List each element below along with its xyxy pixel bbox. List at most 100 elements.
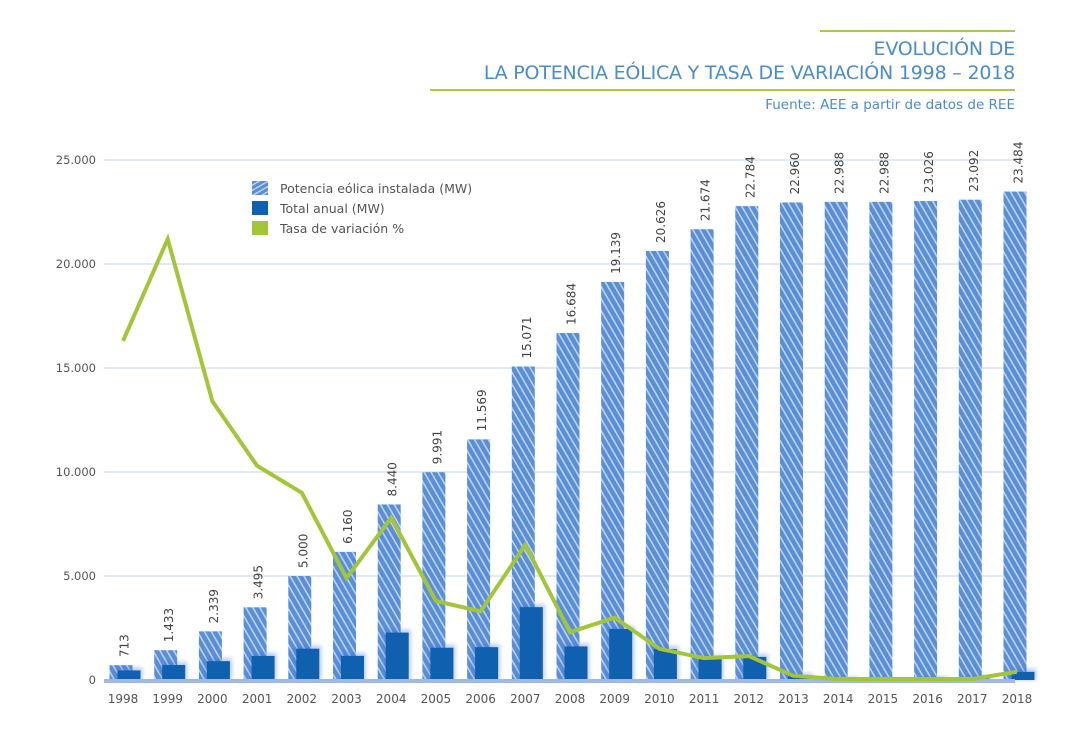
x-tick-label: 2000 bbox=[197, 692, 228, 706]
installed-bar bbox=[422, 472, 446, 680]
bar-value-label: 22.784 bbox=[743, 156, 757, 198]
chart-title-line2: LA POTENCIA EÓLICA Y TASA DE VARIACIÓN 1… bbox=[483, 62, 1015, 84]
x-tick-label: 2004 bbox=[376, 692, 407, 706]
x-tick-label: 2013 bbox=[778, 692, 809, 706]
chart-source: Fuente: AEE a partir de datos de REE bbox=[765, 97, 1015, 113]
legend-item-rate: Tasa de variación % bbox=[252, 218, 472, 238]
annual-bar bbox=[117, 670, 141, 680]
x-tick-label: 2007 bbox=[510, 692, 541, 706]
installed-bar bbox=[1003, 191, 1027, 680]
x-axis-baseline-bar bbox=[104, 679, 1015, 683]
x-tick-label: 2008 bbox=[555, 692, 586, 706]
y-axis-ticks: 0 5.000 10.000 15.000 20.000 25.000 bbox=[56, 153, 96, 687]
annual-bar bbox=[296, 648, 320, 680]
x-tick-label: 2005 bbox=[421, 692, 452, 706]
annual-bar bbox=[519, 607, 543, 680]
y-tick-label: 10.000 bbox=[56, 465, 96, 479]
installed-bar bbox=[780, 202, 803, 680]
x-tick-label: 2002 bbox=[287, 692, 318, 706]
installed-bar bbox=[511, 366, 535, 680]
installed-bar bbox=[869, 201, 893, 680]
bar-value-label: 23.092 bbox=[967, 150, 981, 192]
y-tick-label: 0 bbox=[89, 673, 96, 687]
value-labels: 713 1.433 2.339 3.495 5.000 6.160 8.440 9.991 11… bbox=[118, 142, 1026, 658]
x-tick-label: 2001 bbox=[242, 692, 273, 706]
legend-swatch-installed bbox=[252, 181, 268, 195]
x-tick-label: 2003 bbox=[331, 692, 362, 706]
bar-value-label: 3.495 bbox=[252, 565, 266, 599]
bar-value-label: 8.440 bbox=[386, 462, 400, 496]
bar-value-label: 713 bbox=[118, 634, 132, 657]
bar-value-label: 22.988 bbox=[877, 152, 891, 194]
bar-value-label: 9.991 bbox=[430, 430, 444, 464]
title-rule-top bbox=[820, 30, 1015, 32]
legend-label-rate: Tasa de variación % bbox=[280, 220, 405, 236]
legend-swatch-annual bbox=[252, 201, 268, 215]
bar-value-label: 23.484 bbox=[1012, 142, 1026, 184]
bar-value-label: 16.684 bbox=[565, 283, 579, 325]
y-tick-label: 15.000 bbox=[56, 361, 96, 375]
bar-value-label: 1.433 bbox=[162, 608, 176, 642]
rate-line-group bbox=[121, 233, 1018, 681]
x-tick-label: 2009 bbox=[599, 692, 630, 706]
bar-value-label: 6.160 bbox=[341, 510, 355, 544]
annual-bar bbox=[206, 661, 230, 680]
chart-title-line1: EVOLUCIÓN DE bbox=[873, 38, 1016, 60]
installed-bar bbox=[601, 281, 625, 680]
legend-label-annual: Total anual (MW) bbox=[280, 200, 385, 216]
annual-bar bbox=[162, 665, 186, 680]
x-tick-label: 2017 bbox=[957, 692, 988, 706]
bar-value-label: 22.988 bbox=[833, 152, 847, 194]
annual-bars bbox=[115, 604, 1037, 680]
installed-bar bbox=[645, 250, 669, 681]
bar-value-label: 11.569 bbox=[475, 389, 489, 431]
installed-bar bbox=[556, 332, 580, 680]
bar-value-label: 2.339 bbox=[207, 589, 221, 623]
x-tick-label: 2010 bbox=[644, 692, 675, 706]
x-axis-baseline bbox=[104, 679, 1015, 683]
x-tick-label: 2006 bbox=[465, 692, 496, 706]
annual-bar bbox=[385, 632, 409, 680]
installed-bar bbox=[735, 206, 759, 680]
annual-bar bbox=[564, 646, 588, 680]
y-tick-label: 5.000 bbox=[63, 569, 96, 583]
x-tick-label: 2018 bbox=[1002, 692, 1033, 706]
title-rule-bottom bbox=[430, 89, 1015, 91]
installed-bar bbox=[914, 201, 938, 680]
bar-value-label: 5.000 bbox=[296, 534, 310, 568]
x-axis-ticks: 1998 1999 2000 2001 2002 2003 2004 2005 2006 2007… bbox=[108, 692, 1033, 706]
bar-value-label: 23.026 bbox=[922, 151, 936, 193]
installed-bar bbox=[958, 199, 982, 680]
x-tick-label: 1999 bbox=[152, 692, 183, 706]
y-tick-label: 25.000 bbox=[56, 153, 96, 167]
x-tick-label: 2016 bbox=[912, 692, 943, 706]
x-tick-label: 2011 bbox=[689, 692, 720, 706]
annual-bar bbox=[341, 655, 364, 680]
installed-bar bbox=[467, 439, 491, 680]
installed-bar bbox=[333, 551, 356, 680]
rate-line bbox=[121, 233, 1018, 681]
installed-bar bbox=[824, 201, 848, 680]
installed-bar bbox=[690, 229, 714, 681]
legend-item-installed: Potencia eólica instalada (MW) bbox=[252, 178, 472, 198]
x-tick-label: 2015 bbox=[868, 692, 899, 706]
annual-bar bbox=[475, 647, 499, 680]
bar-value-label: 15.071 bbox=[520, 317, 534, 359]
y-tick-label: 20.000 bbox=[56, 257, 96, 271]
installed-bars bbox=[109, 191, 1027, 681]
bar-value-label: 19.139 bbox=[609, 232, 623, 274]
bar-value-label: 20.626 bbox=[654, 201, 668, 243]
legend-label-installed: Potencia eólica instalada (MW) bbox=[280, 180, 473, 196]
x-tick-label: 2012 bbox=[734, 692, 765, 706]
x-tick-label: 2014 bbox=[823, 692, 854, 706]
annual-bar bbox=[698, 658, 722, 680]
bar-value-label: 21.674 bbox=[699, 179, 713, 221]
annual-bar bbox=[609, 628, 633, 680]
legend-item-annual: Total anual (MW) bbox=[252, 198, 472, 218]
annual-bar bbox=[251, 655, 275, 680]
legend-swatch-rate bbox=[252, 221, 268, 235]
annual-bar bbox=[1011, 671, 1035, 680]
annual-bar bbox=[430, 647, 454, 680]
legend: Potencia eólica instalada (MW) Total anu… bbox=[252, 178, 472, 238]
